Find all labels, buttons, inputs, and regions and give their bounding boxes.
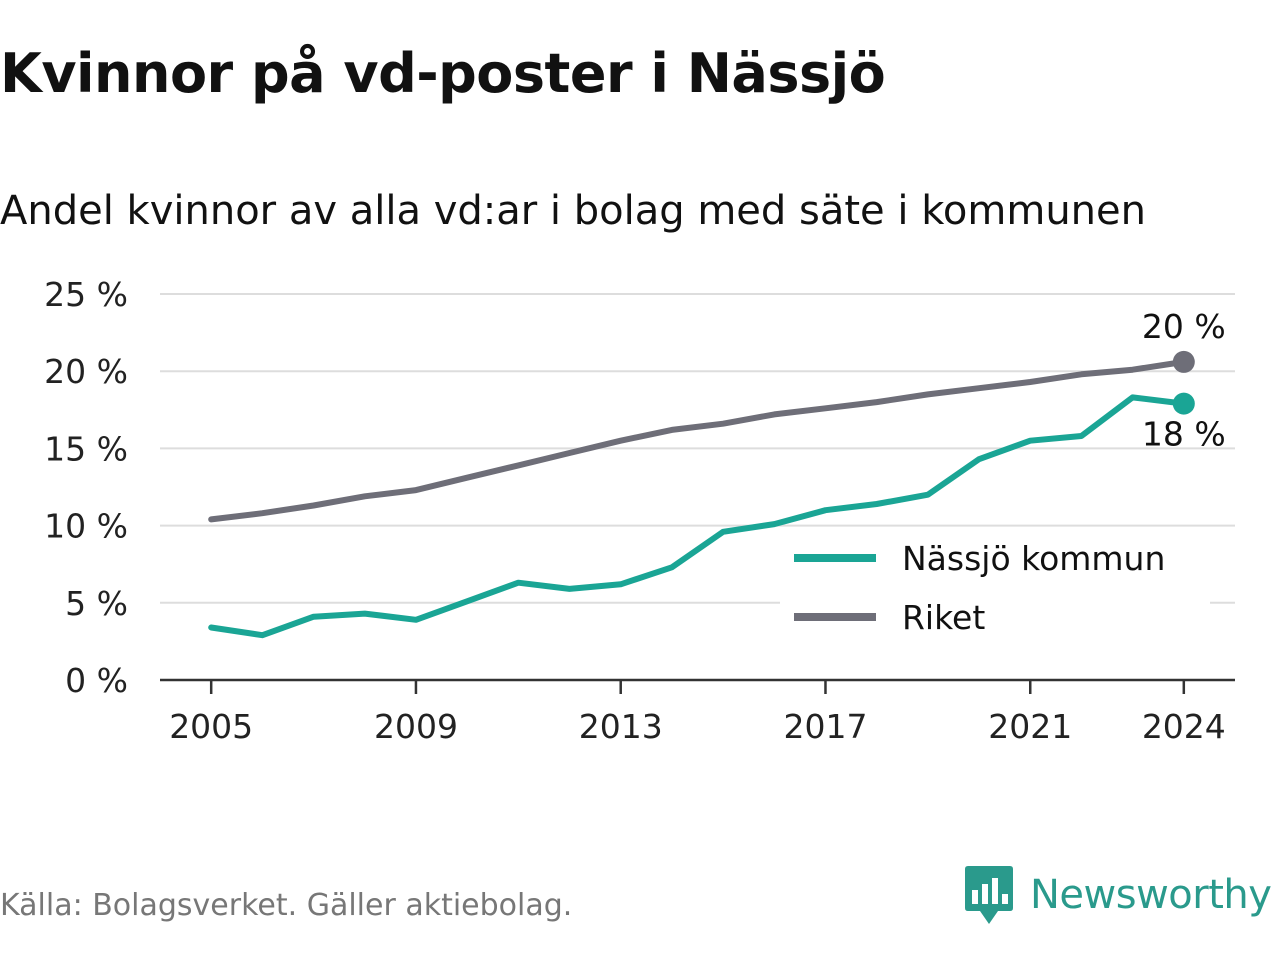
series-line-1: [208, 358, 1187, 523]
source-note: Källa: Bolagsverket. Gäller aktiebolag.: [0, 888, 573, 923]
legend-box: [780, 528, 1210, 648]
end-labels: 18 % 20 %: [1142, 307, 1226, 454]
y-tick-label-20: 20 %: [44, 352, 128, 391]
x-tick-label-2017: 2017: [783, 707, 867, 746]
x-tick-label-2009: 2009: [374, 707, 458, 746]
newsworthy-logo-icon: [965, 866, 1013, 924]
brand-name: Newsworthy: [1030, 872, 1272, 918]
legend-label-0: Nässjö kommun: [902, 539, 1165, 578]
legend: Nässjö kommun Riket: [780, 528, 1210, 648]
y-tick-label-10: 10 %: [44, 507, 128, 546]
y-tick-label-5: 5 %: [65, 584, 128, 623]
chart-subtitle: Andel kvinnor av alla vd:ar i bolag med …: [0, 188, 1146, 234]
page-title: Kvinnor på vd-poster i Nässjö: [0, 42, 886, 105]
axes: 0 % 5 % 10 % 15 % 20 % 25 % 2005 2009 2013 2017 20…: [44, 275, 1235, 746]
series-end-point-0: [1172, 392, 1195, 415]
y-tick-label-0: 0 %: [65, 661, 128, 700]
x-tick-label-2021: 2021: [988, 707, 1072, 746]
series-line-0: [208, 394, 1187, 639]
grid-lines: [160, 293, 1235, 604]
series-lines: [208, 350, 1195, 639]
x-tick-label-2005: 2005: [169, 707, 253, 746]
y-tick-label-25: 25 %: [44, 275, 128, 314]
brand-logo-link[interactable]: Newsworthy: [964, 864, 1272, 926]
end-label-1: 20 %: [1142, 307, 1226, 346]
x-tick-label-2013: 2013: [579, 707, 663, 746]
end-label-0: 18 %: [1142, 415, 1226, 454]
series-end-point-1: [1172, 350, 1195, 373]
x-tick-label-2024: 2024: [1142, 707, 1226, 746]
legend-label-1: Riket: [902, 598, 985, 637]
y-tick-label-15: 15 %: [44, 429, 128, 468]
